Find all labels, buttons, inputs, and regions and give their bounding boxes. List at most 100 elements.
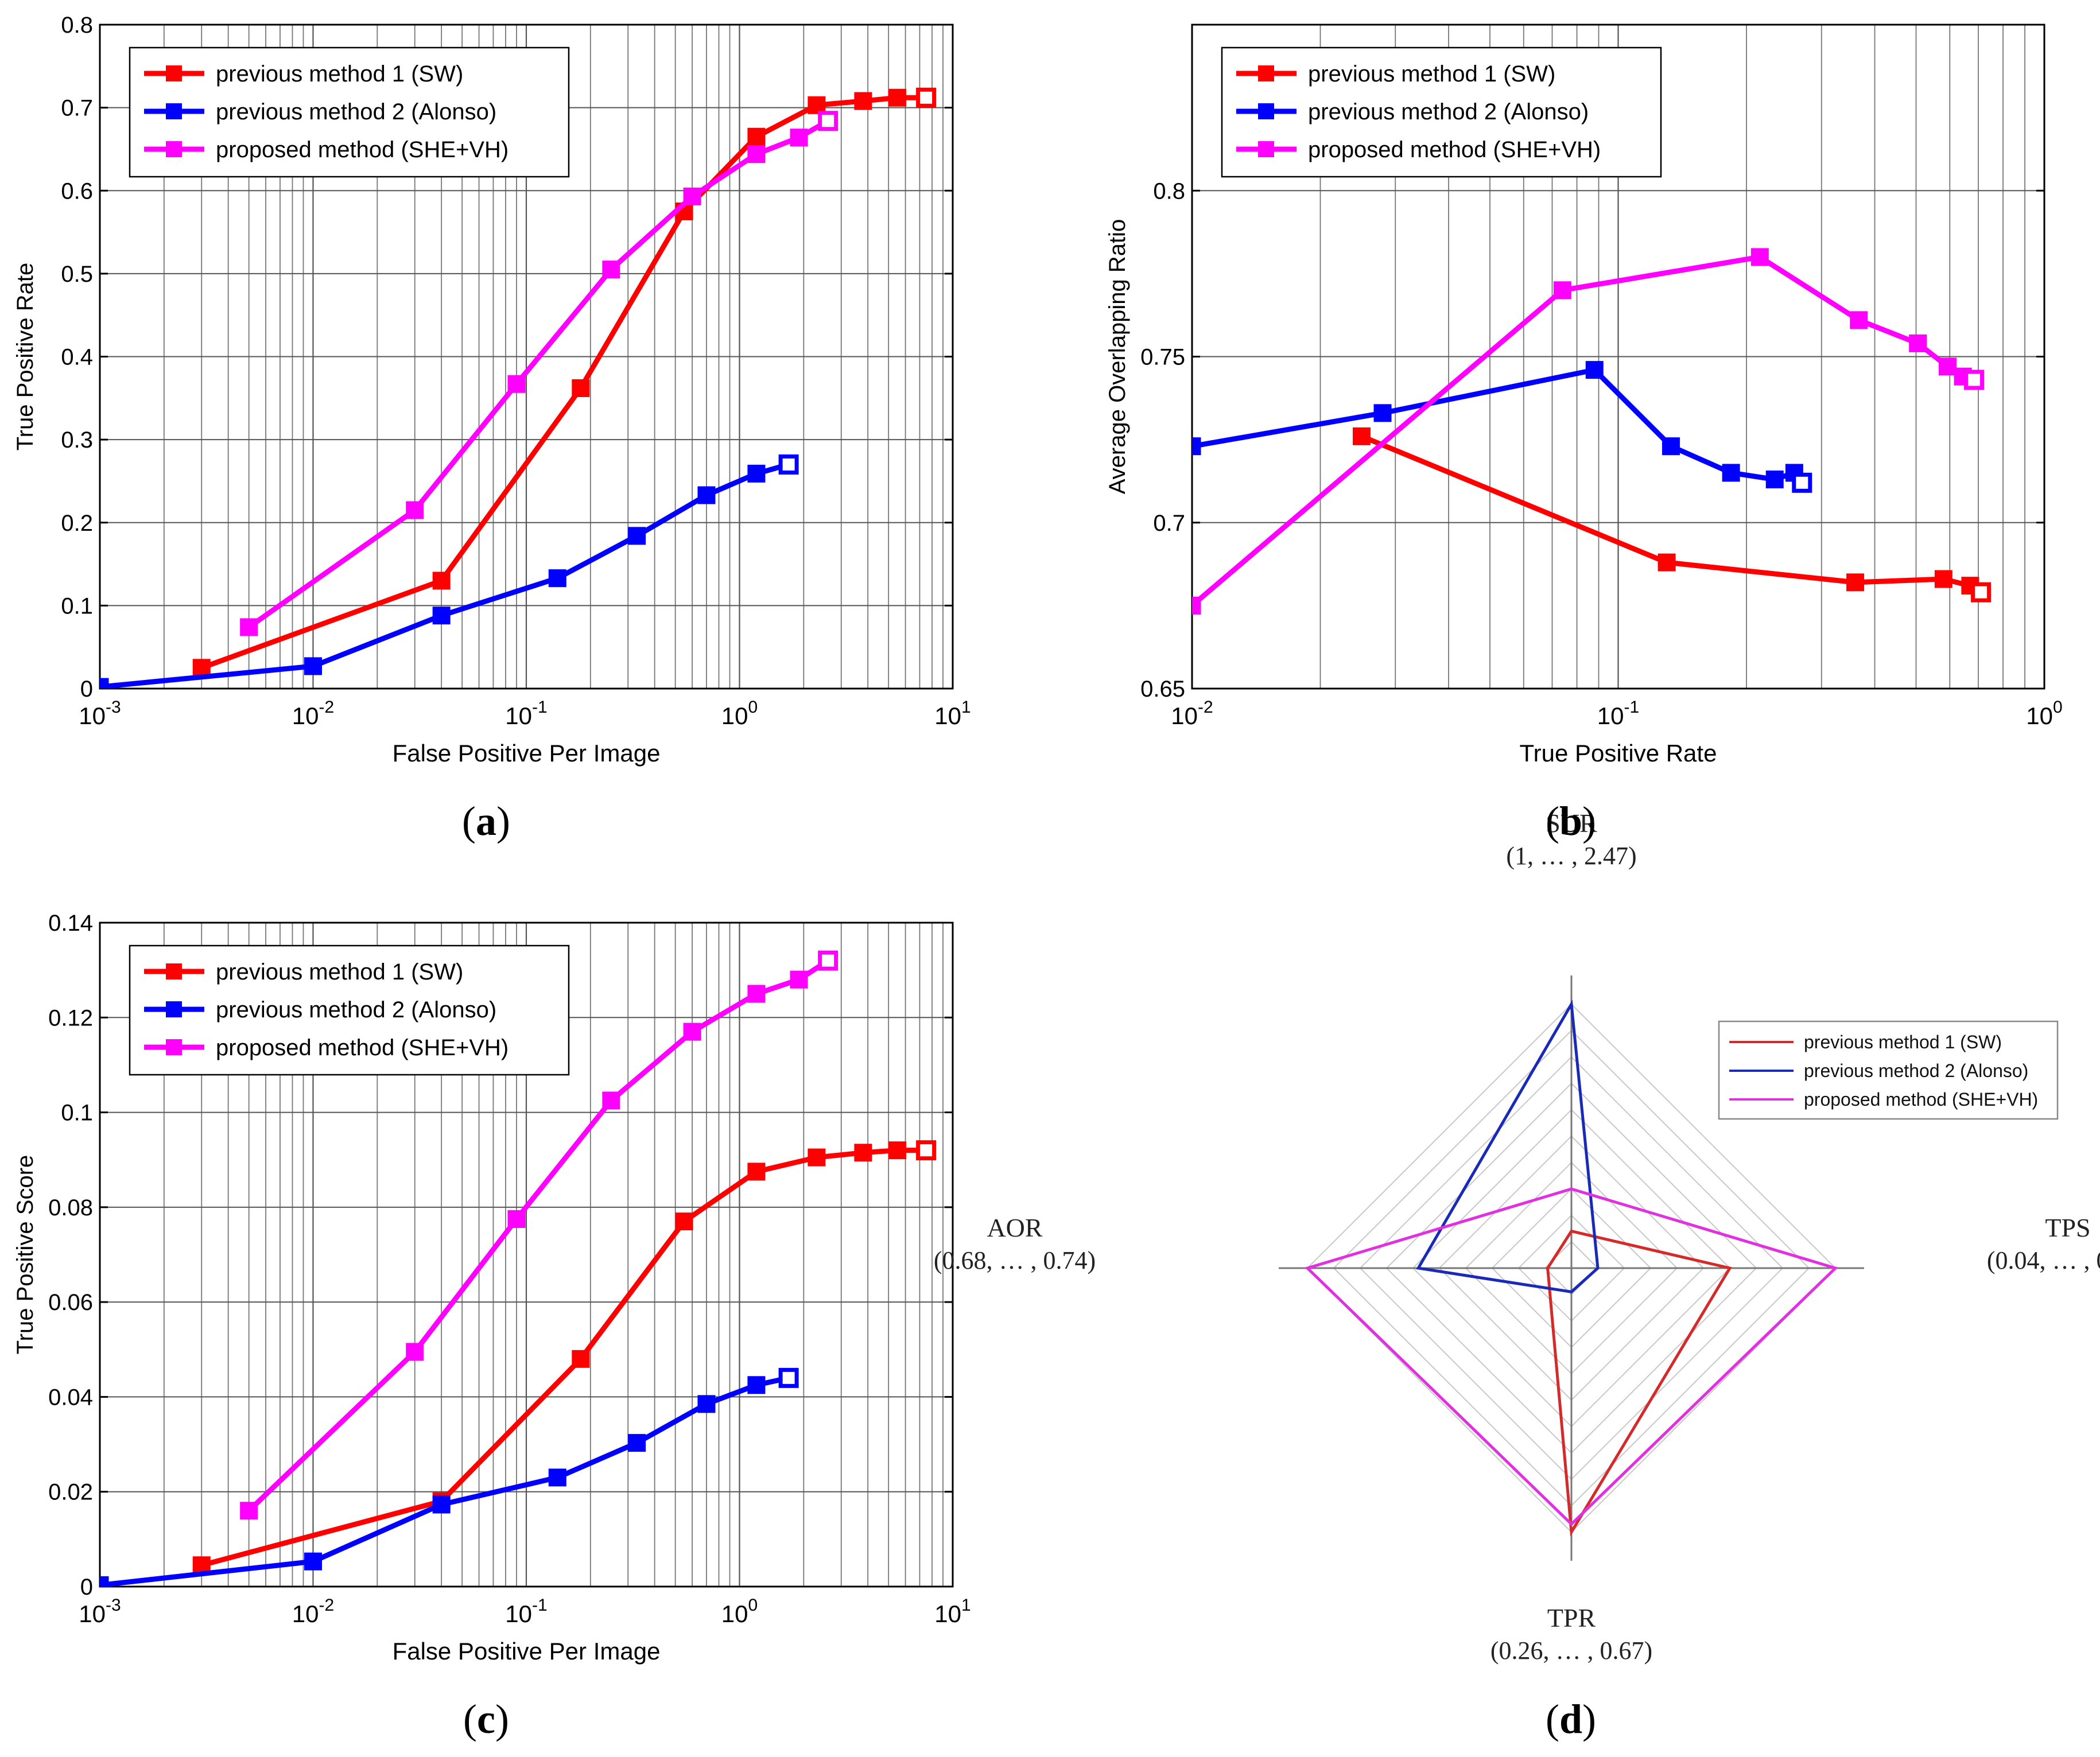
legend-swatch-marker <box>1258 103 1274 119</box>
data-point <box>854 1144 872 1162</box>
data-point <box>406 1343 424 1361</box>
series-2 <box>100 1367 799 1587</box>
data-point <box>747 464 766 483</box>
panel-c: 0 0.02 0.04 0.06 0.08 0.1 0.12 0.14 10-3 10-2 10-1… <box>13 911 971 1665</box>
x-tick-label: 10-2 <box>1171 698 1213 729</box>
y-tick-label: 0.7 <box>61 96 93 121</box>
legend-swatch-marker <box>166 103 182 119</box>
y-tick-label: 0.7 <box>1153 511 1185 536</box>
data-point <box>304 1552 322 1571</box>
data-point <box>432 607 451 625</box>
radar-axis-name: TPR <box>1547 1603 1596 1632</box>
data-point <box>406 501 424 519</box>
radar-axis-name: AOR <box>987 1213 1042 1242</box>
radar-axis-range: (0.04, … , 0.12) <box>1987 1246 2100 1274</box>
legend-label: previous method 2 (Alonso) <box>1804 1060 2028 1081</box>
data-point <box>1765 471 1784 489</box>
radar-axis-name: TPS <box>2045 1213 2090 1242</box>
legend-label: proposed method (SHE+VH) <box>216 137 508 162</box>
data-point <box>1846 573 1865 592</box>
panel-d: SUR (1, … , 2.47) TPS (0.04, … , 0.12) TPR (0… <box>934 808 2100 1665</box>
data-point <box>747 127 766 146</box>
series-1 <box>1352 427 1992 602</box>
data-point <box>240 1502 258 1520</box>
y-tick-label: 0 <box>80 677 93 702</box>
data-point <box>818 111 839 131</box>
x-tick-label: 100 <box>721 698 758 729</box>
data-point <box>683 1023 701 1041</box>
y-tick-label: 0.75 <box>1140 345 1185 370</box>
data-point <box>1192 596 1201 615</box>
y-tick-label: 0.14 <box>48 911 93 936</box>
data-point <box>916 1140 937 1161</box>
legend-swatch-marker <box>166 65 182 81</box>
legend-label: previous method 1 (SW) <box>1804 1032 2002 1052</box>
y-tick-label: 0.4 <box>61 345 93 370</box>
y-tick-label: 0.8 <box>1153 178 1185 204</box>
data-point <box>1352 427 1371 445</box>
data-point <box>432 1495 451 1514</box>
legend: previous method 1 (SW) previous method 2 … <box>129 46 570 178</box>
x-tick-label: 10-1 <box>1597 698 1639 729</box>
data-point <box>572 1350 590 1368</box>
x-tick-label: 10-3 <box>79 698 121 729</box>
data-point <box>808 96 826 114</box>
data-point <box>778 454 799 475</box>
panel-caption-b: (b) <box>1546 798 1596 844</box>
x-tick-label: 10-1 <box>505 698 547 729</box>
y-tick-label: 0.6 <box>61 178 93 204</box>
radar-axis-range: (0.68, … , 0.74) <box>934 1246 1096 1274</box>
data-point <box>628 1434 646 1452</box>
radar-axis-range: (0.26, … , 0.67) <box>1490 1637 1652 1665</box>
data-point <box>1658 553 1676 572</box>
data-point <box>1553 281 1571 300</box>
data-point <box>1971 582 1992 602</box>
data-point <box>697 1395 716 1413</box>
x-tick-label: 10-2 <box>292 698 334 729</box>
radar-axis-name: SUR <box>1546 808 1597 838</box>
y-tick-label: 0 <box>80 1575 93 1600</box>
series-3 <box>1192 248 1985 615</box>
data-point <box>192 1556 211 1575</box>
y-axis-label: True Positive Score <box>13 1155 38 1355</box>
panel-caption-a: (a) <box>462 798 510 844</box>
data-point <box>1662 437 1680 456</box>
data-point <box>697 486 716 504</box>
data-point <box>1750 248 1769 266</box>
legend-label: proposed method (SHE+VH) <box>216 1035 508 1060</box>
data-point <box>854 92 872 110</box>
legend-swatch-marker <box>1258 141 1274 157</box>
legend-swatch-marker <box>166 963 182 979</box>
legend-label: previous method 1 (SW) <box>216 959 463 985</box>
y-tick-label: 0.04 <box>48 1385 93 1410</box>
data-point <box>240 618 258 636</box>
x-tick-label: 10-1 <box>505 1596 547 1627</box>
x-axis-label: False Positive Per Image <box>393 740 661 767</box>
y-tick-label: 0.65 <box>1140 677 1185 702</box>
y-tick-label: 0.08 <box>48 1195 93 1220</box>
x-axis-label: False Positive Per Image <box>393 1638 661 1665</box>
data-point <box>1964 370 1985 390</box>
y-axis-label: Average Overlapping Ratio <box>1105 219 1130 495</box>
series-2 <box>100 454 799 689</box>
data-point <box>747 1163 766 1181</box>
data-point <box>1192 437 1201 456</box>
y-tick-label: 0.06 <box>48 1290 93 1315</box>
x-tick-label: 101 <box>934 1596 971 1627</box>
legend: previous method 1 (SW) previous method 2 … <box>1718 1020 2059 1120</box>
data-point <box>790 129 808 147</box>
panel-a: 0 0.1 0.2 0.3 0.4 0.5 0.6 0.7 0.8 10-3 10-2 10-1 100… <box>13 13 971 767</box>
data-point <box>304 657 322 675</box>
data-point <box>192 659 211 677</box>
data-point <box>683 187 701 205</box>
data-point <box>1792 472 1812 493</box>
panel-caption-c: (c) <box>463 1696 509 1742</box>
x-tick-label: 10-2 <box>292 1596 334 1627</box>
legend-label: previous method 1 (SW) <box>216 61 463 87</box>
radar-axis-range: (1, … , 2.47) <box>1506 842 1636 870</box>
data-point <box>1909 334 1927 352</box>
series-3 <box>240 950 839 1520</box>
legend-label: previous method 2 (Alonso) <box>216 997 496 1023</box>
legend: previous method 1 (SW) previous method 2 … <box>1221 46 1662 178</box>
